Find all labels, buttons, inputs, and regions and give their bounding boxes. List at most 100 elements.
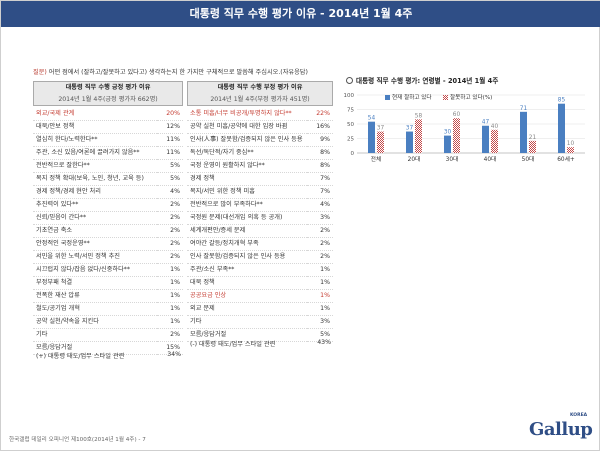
negative-reason-pct: 2% [307, 237, 333, 251]
table-row: 독선/독단적/자기 중심** 8% [187, 146, 333, 160]
y-tick-label: 75 [347, 108, 354, 114]
positive-reason-pct: 15% [157, 341, 183, 355]
x-tick-label: 40대 [484, 155, 497, 163]
table-row: 열심히 한다/노력한다** 11% [33, 133, 183, 147]
positive-reason-label: 신뢰/믿음이 간다** [33, 211, 157, 225]
bar-approve [558, 103, 565, 153]
negative-reason-pct: 1% [307, 263, 333, 277]
positive-reason-label: 전반적으로 잘한다** [33, 159, 157, 173]
table-row: 세계개편안/증세 문제 2% [187, 224, 333, 238]
bar-approve [368, 121, 375, 153]
positive-reason-label: 경제 정책/경제 현안 처리 [33, 185, 157, 199]
negative-reason-label: 기타 [187, 315, 307, 329]
table-row: 공공요금 인상 1% [187, 289, 333, 303]
table-row: 대북/안보 정책 12% [33, 120, 183, 134]
bar-approve [482, 125, 489, 153]
data-label-disapprove: 37 [377, 126, 385, 132]
negative-reason-pct: 7% [307, 172, 333, 186]
table-row: 경제 정책/경제 현안 처리 4% [33, 185, 183, 199]
table-row: 신뢰/믿음이 간다** 2% [33, 211, 183, 225]
negative-reason-label: 독선/독단적/자기 중심** [187, 146, 307, 160]
positive-reason-pct: 2% [157, 250, 183, 264]
positive-reason-label: 부정부패 척결 [33, 276, 157, 290]
data-label-approve: 37 [406, 126, 414, 132]
positive-reason-label: 모름/응답거절 [33, 341, 157, 355]
data-label-approve: 85 [558, 98, 566, 104]
data-label-disapprove: 60 [453, 112, 461, 118]
positive-table-subtitle: 2014년 1월 4주(긍정 평가자 662명) [58, 96, 158, 103]
question-mark: 질문) [33, 69, 47, 76]
positive-reason-pct: 1% [157, 302, 183, 316]
positive-reason-label: 기초연금 축소 [33, 224, 157, 238]
negative-reason-pct: 16% [307, 120, 333, 134]
table-row: 추진력이 있다** 2% [33, 198, 183, 212]
positive-reason-pct: 11% [157, 146, 183, 160]
table-row: 국정 운영이 원활하지 않다** 8% [187, 159, 333, 173]
positive-reason-pct: 1% [157, 315, 183, 329]
data-label-disapprove: 10 [567, 141, 575, 147]
table-row: 모름/응답거절 5% [187, 328, 333, 342]
positive-summary-pct: 34% [167, 351, 181, 358]
table-row: 인사 잘못함/검증되지 않은 인사 등용 2% [187, 250, 333, 264]
table-row: 전반적으로 많이 부족하다** 4% [187, 198, 333, 212]
negative-reason-pct: 8% [307, 146, 333, 160]
positive-reason-pct: 2% [157, 211, 183, 225]
table-row: 인사(人事) 잘못함/검증되지 않은 인사 등용 9% [187, 133, 333, 147]
gallup-logo: Gallup KOREA [529, 413, 593, 440]
pie-icon [346, 77, 353, 84]
legend-swatch-disapprove [443, 95, 448, 100]
data-label-approve: 30 [444, 130, 452, 136]
footer-text: 한국갤럽 데일리 오피니언 제100호(2014년 1월 4주) - 7 [9, 437, 146, 443]
bar-disapprove [491, 129, 498, 153]
positive-reason-label: 기타 [33, 328, 157, 342]
question-text: 어떤 점에서 (잘하고/잘못하고 있다고) 생각하는지 한 가지만 구체적으로 … [48, 69, 308, 76]
table-row: 복지/서민 위한 정책 미흡 7% [187, 185, 333, 199]
positive-reason-label: 서민을 위한 노력/서민 정책 추진 [33, 250, 157, 264]
positive-table-header: 대통령 직무 수행 긍정 평가 이유 2014년 1월 4주(긍정 평가자 66… [33, 81, 183, 106]
positive-reason-pct: 2% [157, 237, 183, 251]
page-title: 대통령 직무 수행 평가 이유 - 2014년 1월 4주 [1, 1, 600, 27]
table-row: 모름/응답거절 15% [33, 341, 183, 355]
negative-table-title: 대통령 직무 수행 부정 평가 이유 [217, 84, 303, 91]
positive-reason-pct: 20% [157, 108, 183, 121]
negative-reason-pct: 8% [307, 159, 333, 173]
table-row: 부정부패 척결 1% [33, 276, 183, 290]
data-label-approve: 47 [482, 120, 490, 126]
bar-approve [444, 135, 451, 153]
negative-reason-pct: 7% [307, 185, 333, 199]
legend-label-approve: 현재 잘하고 있다 [392, 93, 432, 101]
negative-reason-pct: 22% [307, 108, 333, 121]
data-label-approve: 54 [368, 116, 376, 122]
y-tick-label: 100 [344, 93, 355, 99]
positive-reason-pct: 1% [157, 276, 183, 290]
positive-table-title: 대통령 직무 수행 긍정 평가 이유 [65, 84, 151, 91]
bar-disapprove [377, 131, 384, 153]
negative-reason-label: 모름/응답거절 [187, 328, 307, 342]
negative-reason-pct: 3% [307, 211, 333, 225]
negative-reason-pct: 4% [307, 198, 333, 212]
positive-reason-pct: 1% [157, 289, 183, 303]
table-row: 서민을 위한 노력/서민 정책 추진 2% [33, 250, 183, 264]
positive-reason-label: 안정적인 국정운영** [33, 237, 157, 251]
legend-label-disapprove: 잘못하고 있다(%) [450, 93, 492, 101]
bar-disapprove [415, 119, 422, 153]
negative-reason-pct: 1% [307, 302, 333, 316]
negative-reason-label: 주관/소신 부족** [187, 263, 307, 277]
negative-summary: (-) 대통령 태도/업무 스타일 관련 43% [190, 339, 331, 348]
negative-table-header: 대통령 직무 수행 부정 평가 이유 2014년 1월 4주(부정 평가자 45… [187, 81, 333, 106]
table-row: 공약 실천/약속을 지킨다 1% [33, 315, 183, 329]
negative-reason-pct: 1% [307, 289, 333, 303]
positive-reason-pct: 12% [157, 120, 183, 134]
table-row: 기타 2% [33, 328, 183, 342]
positive-reason-label: 외교/국제 관계 [33, 108, 157, 121]
legend-swatch-approve [385, 95, 390, 100]
x-tick-label: 60세+ [557, 155, 575, 163]
positive-reason-label: 철도/공기업 개혁 [33, 302, 157, 316]
positive-reason-label: 시끄럽지 않다/잡음 없다/신중하다** [33, 263, 157, 277]
positive-reason-pct: 2% [157, 198, 183, 212]
positive-reason-pct: 2% [157, 224, 183, 238]
negative-reason-label: 인사 잘못함/검증되지 않은 인사 등용 [187, 250, 307, 264]
table-row: 주관/소신 부족** 1% [187, 263, 333, 277]
x-tick-label: 20대 [408, 155, 421, 163]
negative-reason-pct: 3% [307, 315, 333, 329]
